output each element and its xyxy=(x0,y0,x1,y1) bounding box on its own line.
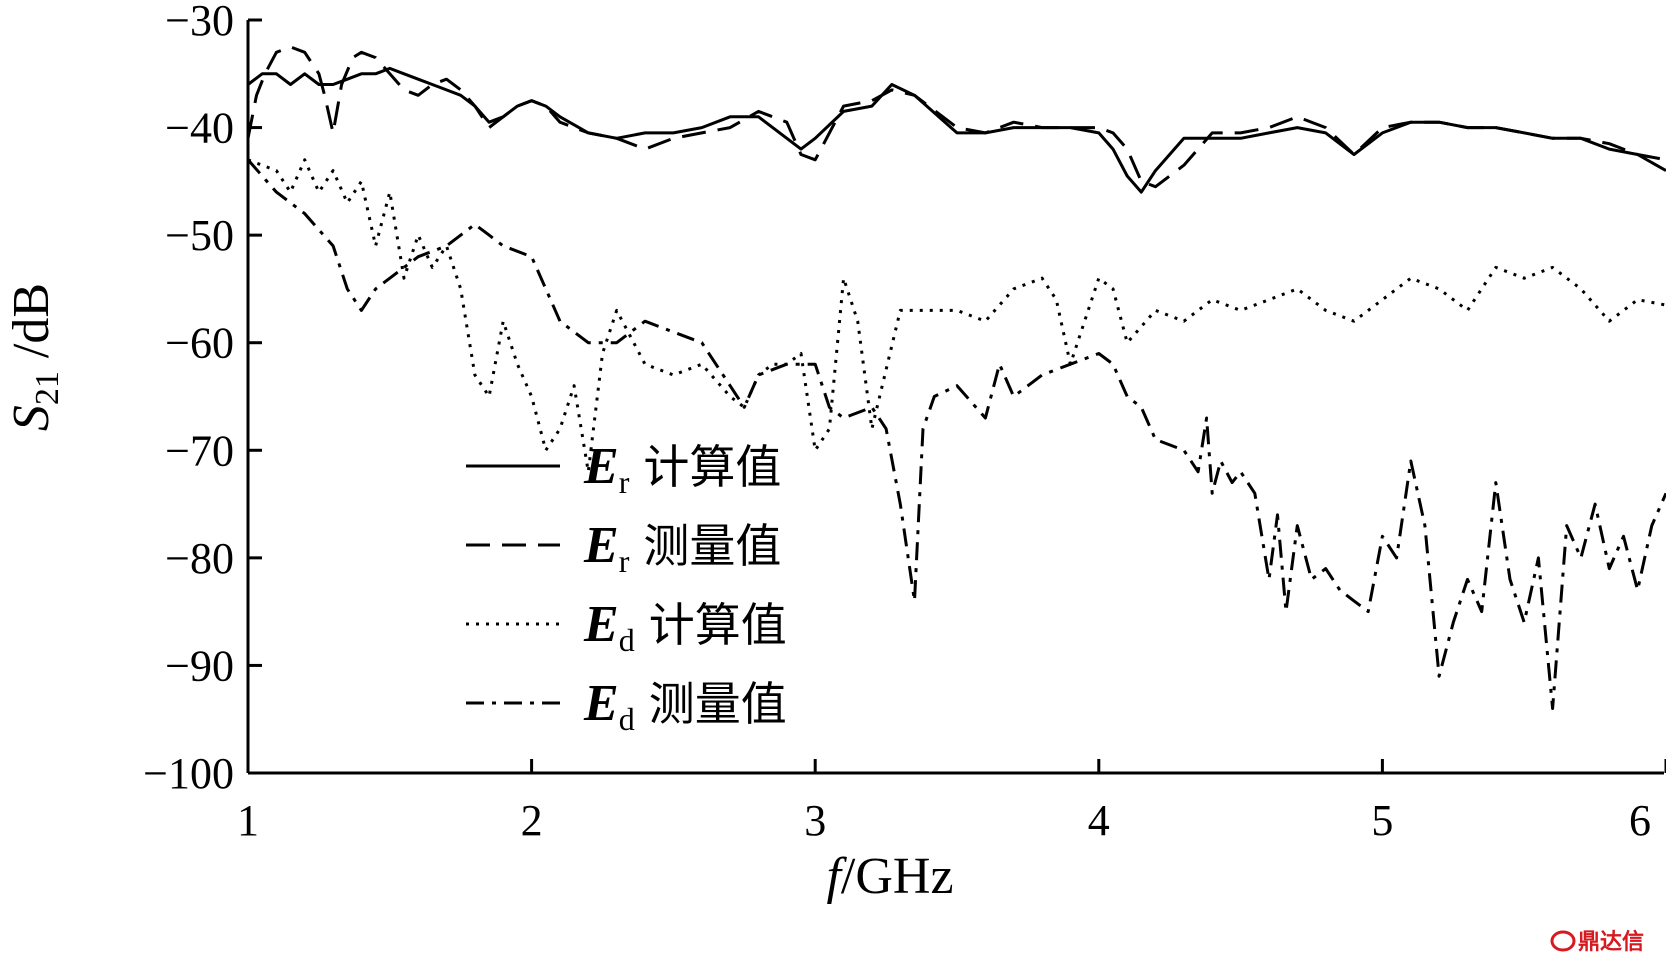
axes xyxy=(246,20,1664,775)
legend-label: Ed 测量值 xyxy=(583,675,787,737)
legend-item: Ed 计算值 xyxy=(466,596,787,658)
y-tick-label: −80 xyxy=(165,534,234,583)
legend-item: Ed 测量值 xyxy=(466,675,787,737)
y-tick-label: −70 xyxy=(165,426,234,475)
series-line-3 xyxy=(247,158,1666,474)
legend-item: Er 测量值 xyxy=(466,517,781,579)
legend-label: Er 计算值 xyxy=(583,438,781,500)
y-axis-variable: S xyxy=(3,405,60,431)
legend-label: Ed 计算值 xyxy=(583,596,787,658)
watermark-text: 鼎达信 xyxy=(1578,929,1644,955)
series-line-1 xyxy=(247,66,1666,194)
x-tick-label: 5 xyxy=(1371,796,1393,845)
y-tick-label: −60 xyxy=(165,319,234,368)
series-line-4 xyxy=(246,158,1666,710)
y-ticks: −30 −40 −50 −60 −70 −80 −90 −100 xyxy=(143,0,262,798)
x-tick-label: 4 xyxy=(1088,796,1110,845)
series-layer xyxy=(246,45,1666,710)
x-axis-unit: /GHz xyxy=(841,848,954,905)
y-tick-label: −40 xyxy=(165,104,234,153)
series-line-2 xyxy=(246,45,1666,189)
y-axis-unit: /dB xyxy=(3,283,60,371)
y-tick-label: −50 xyxy=(165,211,234,260)
x-tick-label: 3 xyxy=(804,796,826,845)
y-tick-label: −30 xyxy=(165,0,234,45)
y-tick-label: −100 xyxy=(143,749,234,798)
legend-label: Er 测量值 xyxy=(583,517,781,579)
watermark-logo: 鼎达信 xyxy=(1550,929,1644,955)
x-axis-label: f/GHz xyxy=(826,848,953,905)
y-axis-subscript: 21 xyxy=(29,371,66,405)
watermark-logo-icon xyxy=(1550,930,1576,952)
x-tick-label: 2 xyxy=(521,796,543,845)
y-tick-label: −90 xyxy=(165,641,234,690)
y-axis-label: S21 /dB xyxy=(3,283,66,431)
legend: Er 计算值 Er 测量值 Ed 计算值 Ed 测量值 xyxy=(466,438,787,737)
x-tick-label: 1 xyxy=(237,796,259,845)
x-tick-label: 6 xyxy=(1629,796,1651,845)
legend-item: Er 计算值 xyxy=(466,438,781,500)
x-ticks: 1 2 3 4 5 6 xyxy=(237,759,1666,845)
